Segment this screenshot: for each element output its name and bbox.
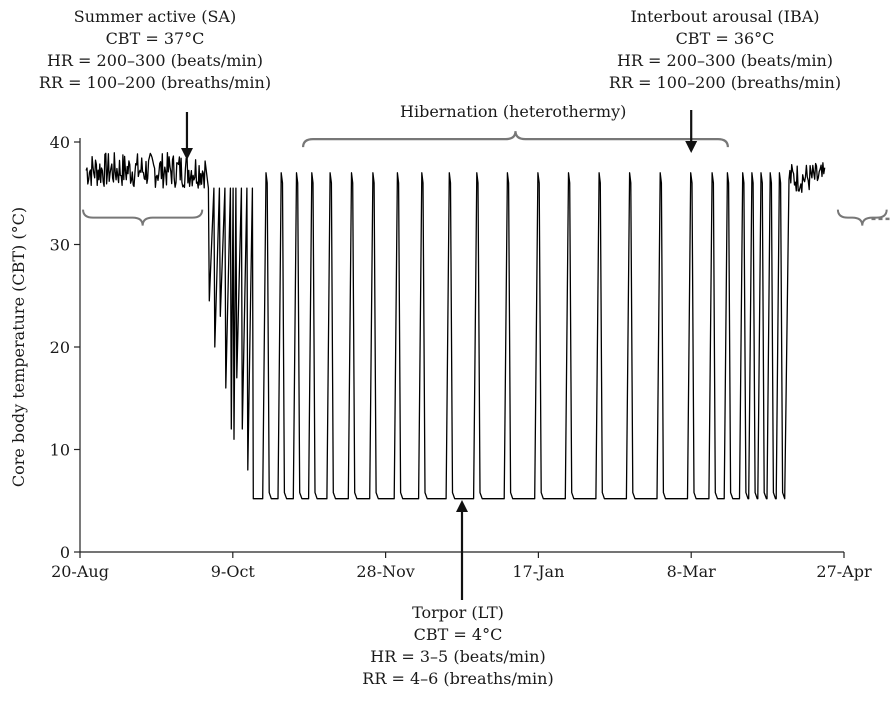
spring-brace [836,209,888,226]
y-tick-label: 20 [50,338,70,357]
summer-active-rr: RR = 100–200 (breaths/min) [38,73,272,92]
y-tick-label: 10 [50,441,70,460]
y-axis-label: Core body temperature (CBT) (°C) [9,207,28,487]
y-tick-label: 30 [50,236,70,255]
hibernation-label: Hibernation (heterothermy) [400,102,627,121]
interbout-arousal-arrow-head [685,141,698,153]
interbout-arousal-title: Interbout arousal (IBA) [630,7,820,26]
summer-active-cbt: CBT = 37°C [105,29,205,48]
x-tick-label: 28-Nov [356,562,414,581]
summer-active-brace [82,209,204,226]
torpor-title: Torpor (LT) [412,603,504,622]
torpor-arrow-head [456,500,468,512]
interbout-arousal-rr: RR = 100–200 (breaths/min) [608,73,842,92]
torpor-rr: RR = 4–6 (breaths/min) [362,669,554,688]
summer-active-hr: HR = 200–300 (beats/min) [46,51,264,70]
interbout-arousal-hr: HR = 200–300 (beats/min) [616,51,834,70]
x-tick-label: 17-Jan [512,562,564,581]
torpor-annotation: Torpor (LT) CBT = 4°C HR = 3–5 (beats/mi… [308,602,608,690]
y-tick-label: 40 [50,133,70,152]
summer-active-title: Summer active (SA) [73,7,237,26]
summer-active-annotation: Summer active (SA) CBT = 37°C HR = 200–3… [5,6,305,94]
torpor-cbt: CBT = 4°C [413,625,503,644]
interbout-arousal-cbt: CBT = 36°C [675,29,775,48]
x-tick-label: 8-Mar [667,562,717,581]
cbt-trace [85,151,826,500]
torpor-hr: HR = 3–5 (beats/min) [370,647,546,666]
y-tick-label: 0 [60,543,70,562]
hibernation-brace [301,131,729,148]
interbout-arousal-annotation: Interbout arousal (IBA) CBT = 36°C HR = … [575,6,875,94]
x-tick-label: 27-Apr [816,562,872,581]
x-tick-label: 9-Oct [211,562,256,581]
summer-active-arrow-head [180,148,193,160]
x-tick-label: 20-Aug [51,562,109,581]
